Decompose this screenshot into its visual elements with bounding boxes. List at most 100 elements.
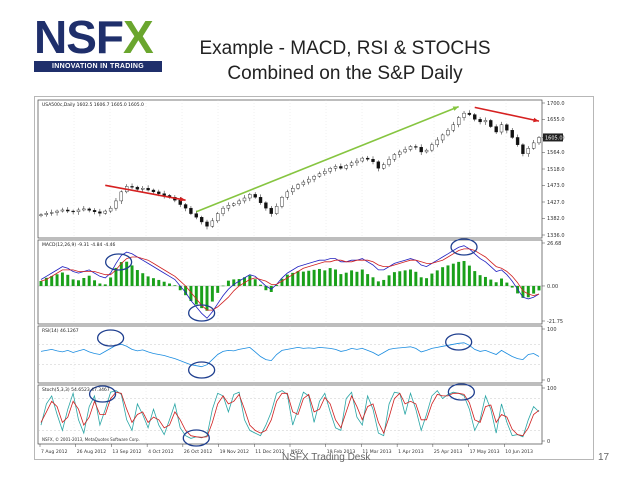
macd-histogram-bar: [71, 279, 75, 286]
stoch-line-0: [40, 389, 540, 439]
macd-histogram-bar: [291, 272, 295, 286]
candle-body: [440, 134, 445, 141]
macd-histogram-bar: [135, 270, 139, 286]
macd-histogram-bar: [264, 285, 268, 291]
trendline-2: [474, 106, 540, 122]
candle-body: [274, 206, 279, 214]
macd-histogram-bar: [387, 275, 391, 286]
y-tick-label: 1564.0: [547, 150, 565, 156]
macd-histogram-bar: [301, 271, 305, 286]
x-tick-label: 1 Apr 2013: [398, 449, 424, 455]
y-tick-label: 0: [547, 378, 550, 384]
y-tick-label: 0: [547, 439, 550, 445]
macd-histogram-bar: [473, 271, 477, 286]
candle-body: [382, 164, 386, 169]
macd-histogram-bar: [360, 269, 364, 286]
x-tick-label: 13 Sep 2012: [112, 449, 141, 455]
macd-histogram-bar: [425, 278, 429, 286]
rsi-panel-title: RSI(14) 46.1267: [42, 328, 79, 334]
highlight-circle-7: [182, 429, 210, 447]
macd-histogram-bar: [462, 260, 466, 286]
trendline-1: [195, 105, 459, 213]
macd-histogram-bar: [178, 285, 182, 291]
candle-body: [114, 200, 118, 209]
x-tick-label: 11 Mar 2013: [362, 449, 391, 455]
macd-histogram-bar: [414, 271, 418, 286]
slide-title-line2: Combined on the S&P Daily: [227, 63, 463, 84]
macd-histogram-bar: [344, 272, 348, 286]
macd-histogram-bar: [441, 267, 445, 286]
candle-body: [210, 220, 215, 227]
candle-body: [66, 209, 70, 212]
macd-histogram-bar: [312, 269, 316, 286]
candle-body: [537, 137, 541, 144]
macd-histogram-bar: [489, 279, 493, 286]
candle-body: [199, 217, 204, 223]
macd-histogram-bar: [392, 272, 396, 286]
x-tick-label: 26 Aug 2012: [77, 449, 107, 455]
candle-body: [183, 204, 188, 209]
candle-body: [483, 120, 488, 123]
macd-histogram-bar: [98, 283, 102, 286]
macd-histogram-bar: [430, 273, 434, 286]
macd-histogram-bar: [125, 261, 129, 286]
candle-body: [291, 188, 295, 193]
chart-container: 1700.0 1655.0 1605.0 1564.0 1518.0 1473.0 1427…: [34, 96, 594, 460]
macd-histogram-bar: [248, 275, 252, 286]
candle-body: [242, 197, 247, 202]
macd-histogram-bar: [307, 270, 311, 286]
macd-histogram-bar: [317, 268, 321, 286]
y-tick-label: 1382.0: [547, 216, 565, 222]
candle-body: [451, 124, 455, 131]
stoch-line-1: [40, 391, 540, 438]
candle-body: [162, 193, 166, 196]
macd-histogram-bar: [253, 279, 257, 286]
macd-histogram-bar: [526, 285, 530, 298]
candle-body: [521, 144, 525, 154]
macd-panel-title: MACD(12,26,9) -9.31 -4.84 -4.46: [42, 242, 116, 248]
candle-body: [344, 165, 348, 169]
logo-tagline: INNOVATION IN TRADING: [34, 61, 162, 72]
x-tick-label: 7 Aug 2012: [41, 449, 68, 455]
y-tick-label: -21.75: [547, 319, 563, 325]
trading-chart: 1700.0 1655.0 1605.0 1564.0 1518.0 1473.0 1427…: [34, 96, 594, 460]
macd-histogram-bar: [350, 270, 354, 286]
candle-body: [457, 117, 461, 125]
candle-body: [92, 210, 97, 212]
macd-histogram-bar: [296, 271, 300, 286]
macd-histogram-bar: [275, 285, 279, 286]
candle-body: [71, 210, 75, 213]
candle-body: [446, 129, 450, 136]
macd-histogram-bar: [189, 285, 193, 302]
macd-histogram-bar: [243, 277, 246, 286]
candle-body: [505, 124, 509, 131]
candle-body: [526, 148, 530, 154]
macd-histogram-bar: [366, 274, 370, 286]
x-tick-label: 19 Feb 2013: [327, 449, 356, 455]
y-tick-label: 0.00: [547, 284, 558, 290]
candle-body: [119, 191, 123, 202]
macd-histogram-bar: [259, 284, 263, 286]
candle-body: [317, 173, 322, 177]
trendline-arrowhead: [533, 117, 539, 123]
macd-histogram-bar: [119, 262, 123, 286]
macd-histogram-bar: [457, 261, 461, 286]
macd-line-1: [40, 248, 540, 311]
macd-histogram-bar: [232, 279, 236, 286]
macd-histogram-bar: [216, 285, 220, 293]
macd-histogram-bar: [382, 279, 386, 286]
macd-histogram-bar: [339, 274, 343, 286]
macd-histogram-bar: [44, 277, 48, 286]
candle-body: [221, 207, 225, 214]
highlight-circle-4: [187, 361, 216, 379]
stoch-panel-title: Stoch(5,3,3) 54.6523 47.3467: [42, 387, 110, 393]
candle-body: [489, 120, 493, 127]
macd-histogram-bar: [130, 265, 134, 286]
highlight-circle-2: [450, 238, 478, 256]
macd-histogram-bar: [146, 276, 150, 286]
candle-body: [398, 151, 402, 155]
macd-histogram-bar: [66, 274, 70, 286]
candle-body: [494, 126, 498, 133]
candle-body: [264, 202, 268, 209]
candle-body: [312, 176, 316, 180]
